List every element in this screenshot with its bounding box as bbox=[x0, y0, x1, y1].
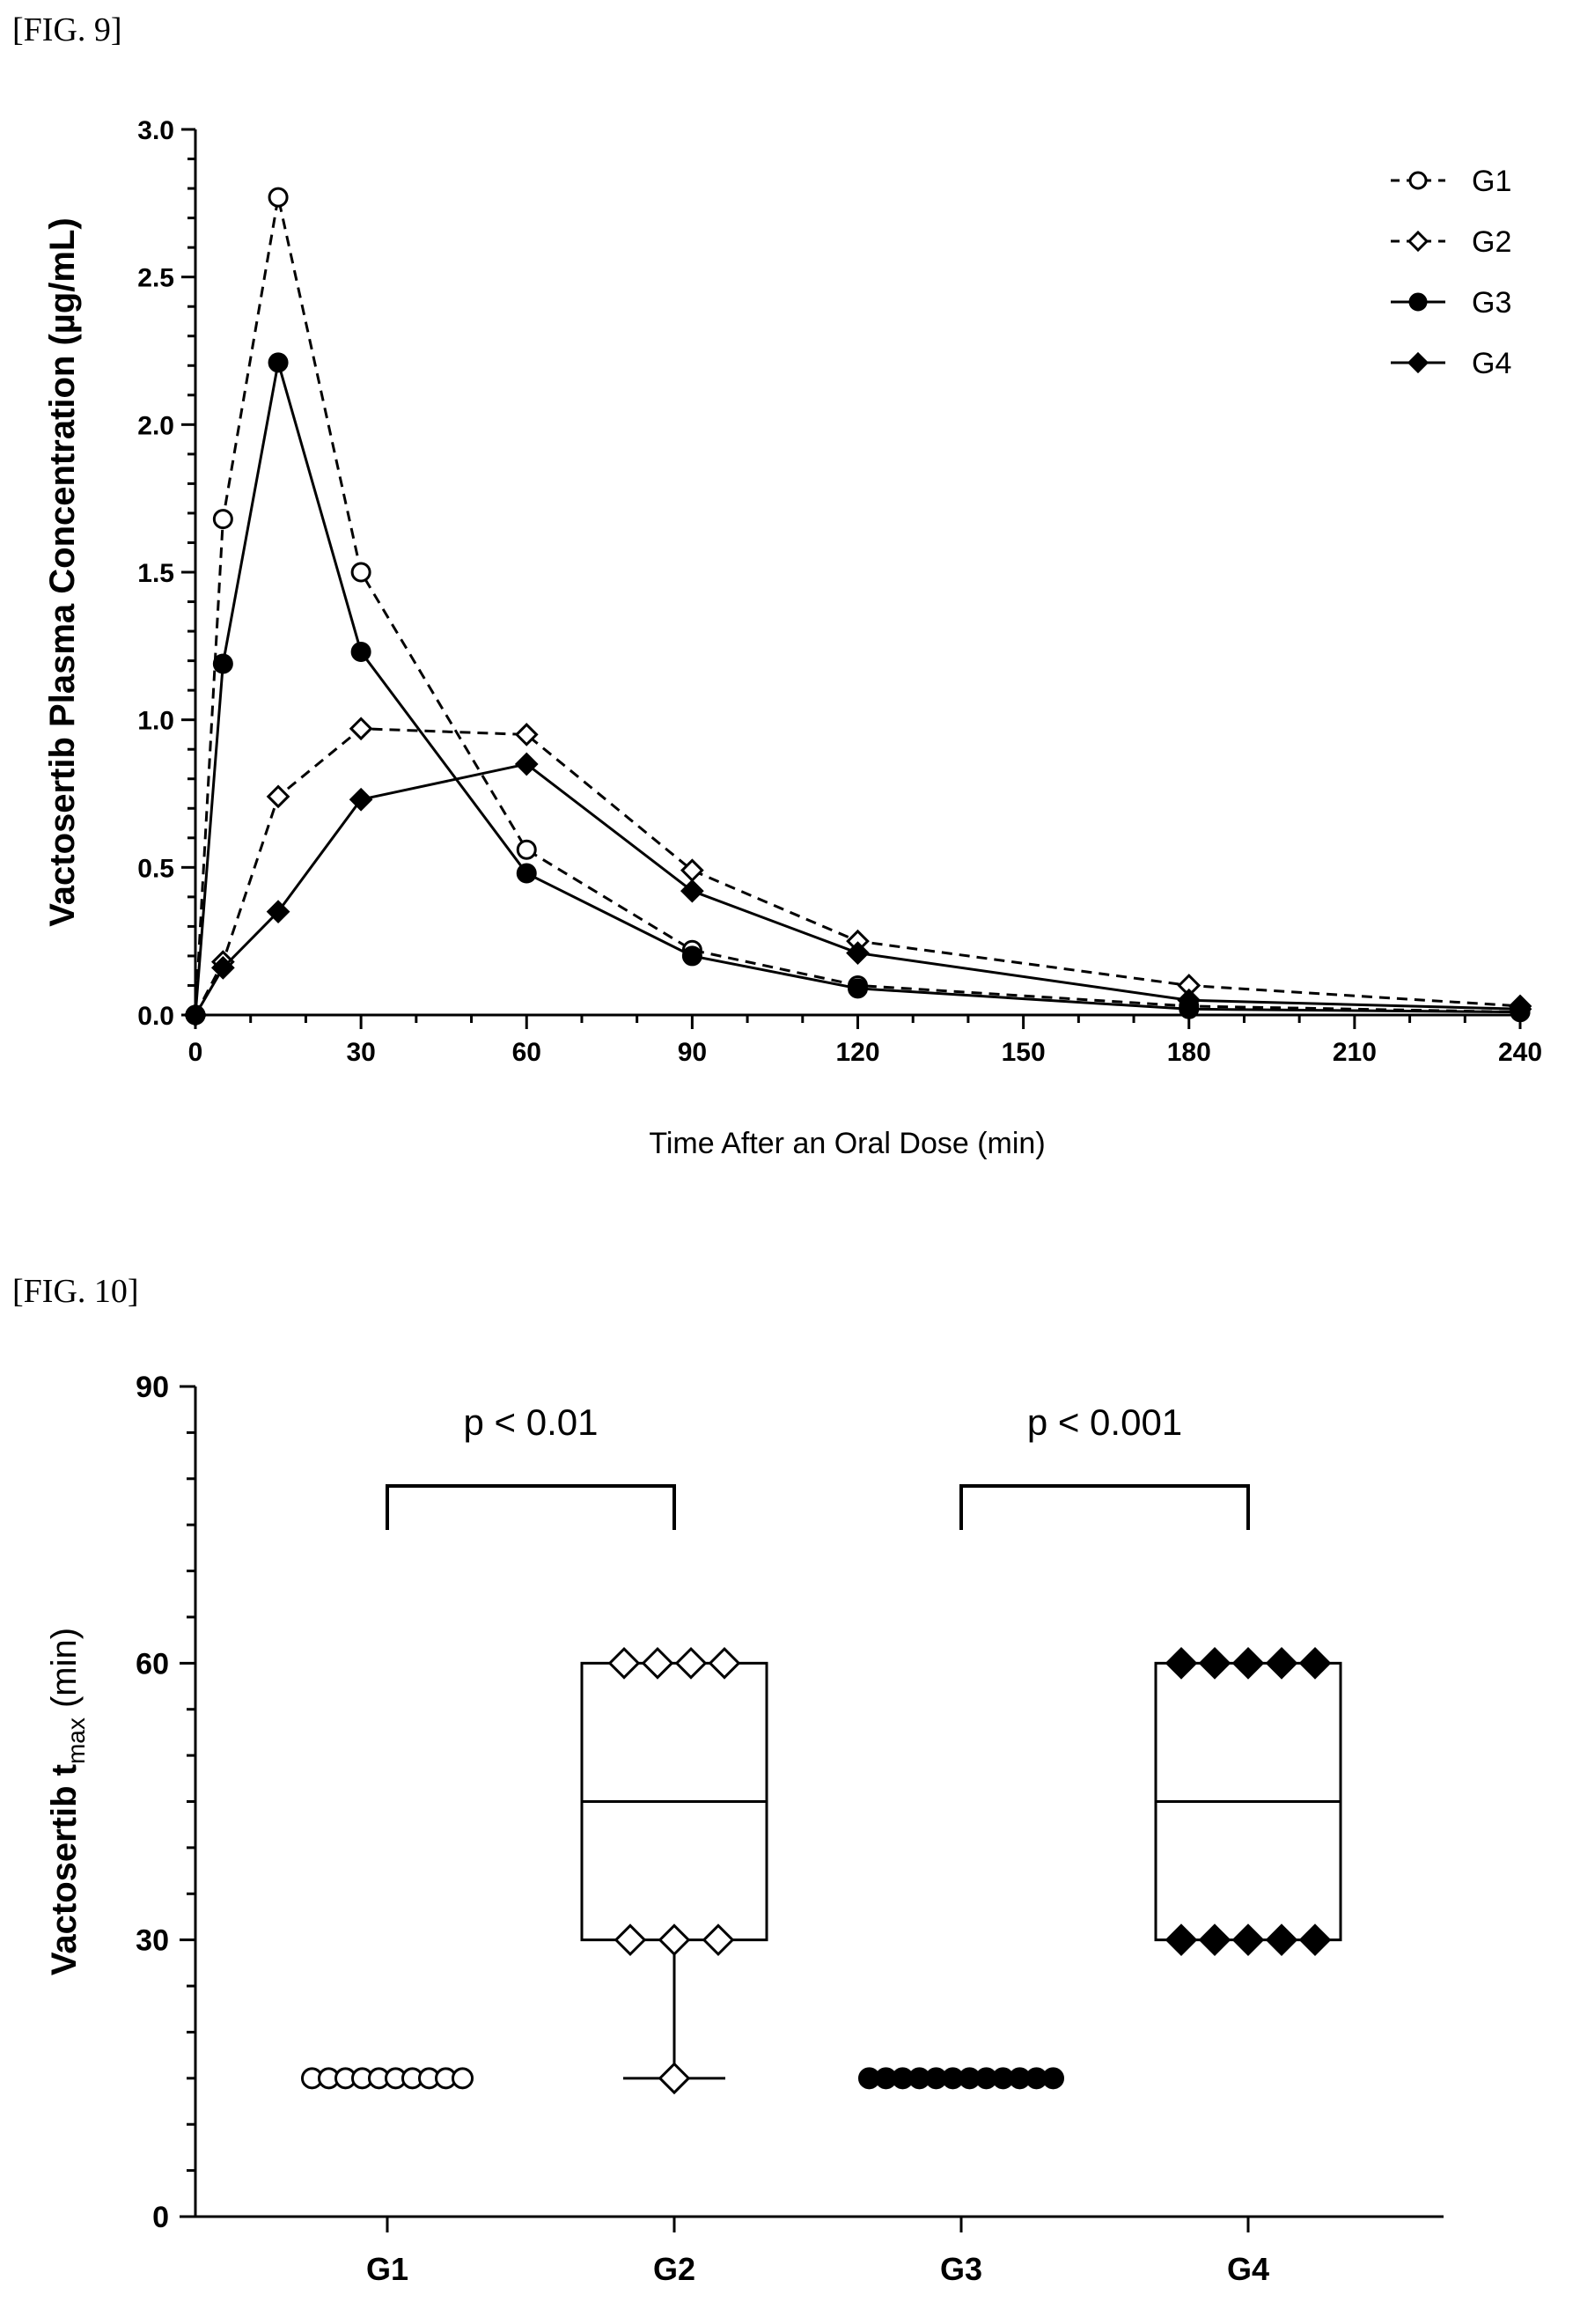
y-tick-label: 0.0 bbox=[137, 1002, 174, 1031]
p-value-label: p < 0.001 bbox=[1027, 1401, 1182, 1443]
data-point-g4 bbox=[514, 752, 539, 776]
y-axis-title: Vactosertib tmax (min) bbox=[45, 1628, 90, 1975]
data-point-g4 bbox=[1508, 997, 1532, 1021]
data-point-g2 bbox=[658, 1923, 691, 1957]
data-point-g3 bbox=[350, 642, 371, 663]
data-point-g4 bbox=[1265, 1923, 1298, 1957]
data-point-g2 bbox=[514, 723, 539, 746]
data-point-g4 bbox=[1198, 1923, 1231, 1957]
x-category-label: G2 bbox=[653, 2251, 695, 2287]
x-category-label: G3 bbox=[940, 2251, 982, 2287]
x-tick-label: 180 bbox=[1167, 1038, 1211, 1067]
data-point-g2 bbox=[349, 717, 373, 741]
x-tick-label: 0 bbox=[188, 1038, 203, 1067]
x-tick-label: 210 bbox=[1333, 1038, 1377, 1067]
y-tick-label: 0.5 bbox=[137, 854, 174, 883]
legend-label-g3: G3 bbox=[1472, 286, 1511, 320]
data-point-g4 bbox=[183, 1003, 208, 1027]
legend-label-g1: G1 bbox=[1472, 165, 1511, 198]
data-point-g4 bbox=[1177, 988, 1202, 1012]
data-point-g2 bbox=[658, 2062, 691, 2095]
p-value-label: p < 0.01 bbox=[464, 1401, 599, 1443]
data-point-g2 bbox=[674, 1646, 708, 1680]
data-point-g3 bbox=[848, 978, 868, 999]
figure-10-label: [FIG. 10] bbox=[12, 1273, 139, 1310]
data-point-g2 bbox=[607, 1646, 641, 1680]
data-point-g4 bbox=[266, 900, 290, 924]
y-tick-label: 1.5 bbox=[137, 559, 174, 588]
data-point-g4 bbox=[1231, 1923, 1265, 1957]
x-category-label: G4 bbox=[1227, 2251, 1269, 2287]
legend-marker-g1 bbox=[1408, 171, 1428, 190]
y-tick-label: 2.0 bbox=[137, 411, 174, 440]
y-tick-label: 1.0 bbox=[137, 707, 174, 736]
data-point-g1 bbox=[350, 562, 371, 583]
data-point-g4 bbox=[1165, 1646, 1198, 1680]
data-point-g2 bbox=[702, 1923, 735, 1957]
data-point-g1 bbox=[212, 509, 233, 530]
legend-label-g4: G4 bbox=[1472, 347, 1511, 380]
x-tick-label: 60 bbox=[512, 1038, 541, 1067]
series-line-g1 bbox=[194, 196, 1521, 1016]
y-tick-label: 0 bbox=[152, 2201, 169, 2234]
data-point-g4 bbox=[1198, 1646, 1231, 1680]
data-point-g4 bbox=[846, 941, 870, 965]
legend-marker-g3 bbox=[1408, 292, 1428, 312]
significance-bracket bbox=[959, 1484, 1250, 1530]
data-point-g1 bbox=[268, 187, 289, 208]
legend-label-g2: G2 bbox=[1472, 225, 1511, 259]
data-point-g1 bbox=[516, 839, 537, 860]
data-point-g2 bbox=[266, 784, 290, 809]
data-point-g3 bbox=[1042, 2067, 1064, 2090]
x-tick-label: 120 bbox=[835, 1038, 879, 1067]
data-point-g2 bbox=[708, 1646, 741, 1680]
x-category-label: G1 bbox=[366, 2251, 408, 2287]
x-tick-label: 30 bbox=[346, 1038, 375, 1067]
x-tick-label: 240 bbox=[1498, 1038, 1542, 1067]
data-point-g1 bbox=[452, 2067, 474, 2090]
significance-bracket bbox=[386, 1484, 676, 1530]
data-point-g2 bbox=[614, 1923, 647, 1957]
line-chart-plasma-concentration: 0.0 0.5 1.0 1.5 2.0 2.5 3.0 0 30 60 90 120 150 180 210… bbox=[43, 116, 1542, 1160]
x-axis-title: Time After an Oral Dose (min) bbox=[649, 1127, 1045, 1160]
y-tick-label: 90 bbox=[136, 1371, 169, 1404]
data-point-g3 bbox=[268, 352, 289, 373]
y-tick-label: 3.0 bbox=[137, 116, 174, 145]
data-point-g4 bbox=[1165, 1923, 1198, 1957]
data-point-g3 bbox=[516, 863, 537, 884]
data-point-g3 bbox=[212, 653, 233, 674]
y-axis-title: Vactosertib Plasma Concentration (µg/mL) bbox=[43, 217, 82, 926]
legend-marker-g2 bbox=[1407, 230, 1429, 253]
data-point-g4 bbox=[1231, 1646, 1265, 1680]
data-point-g4 bbox=[1265, 1646, 1298, 1680]
data-point-g2 bbox=[641, 1646, 674, 1680]
data-point-g4 bbox=[1298, 1646, 1332, 1680]
legend-marker-g4 bbox=[1407, 351, 1429, 374]
figure-9-label: [FIG. 9] bbox=[12, 11, 122, 48]
data-point-g4 bbox=[680, 879, 704, 903]
y-tick-label: 30 bbox=[136, 1924, 169, 1958]
y-tick-label: 60 bbox=[136, 1647, 169, 1680]
data-point-g3 bbox=[681, 945, 702, 967]
data-point-g4 bbox=[349, 787, 373, 812]
y-tick-label: 2.5 bbox=[137, 264, 174, 293]
x-tick-label: 150 bbox=[1002, 1038, 1046, 1067]
data-point-g4 bbox=[1298, 1923, 1332, 1957]
x-tick-label: 90 bbox=[678, 1038, 707, 1067]
data-point-g4 bbox=[210, 955, 235, 980]
